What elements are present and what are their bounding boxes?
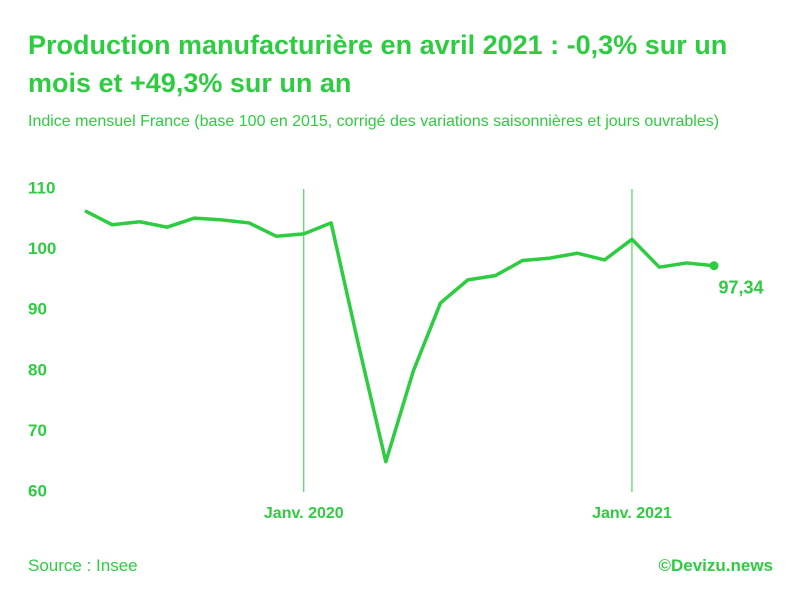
y-tick-label: 100 [28, 239, 56, 258]
x-tick-label: Janv. 2020 [264, 505, 344, 522]
line [84, 209, 715, 464]
source: Source : Insee [28, 556, 138, 575]
y-tick-label: 110 [28, 178, 55, 197]
end-dot [709, 261, 719, 271]
y-tick-label: 90 [28, 300, 47, 319]
y-tick-label: 70 [28, 421, 47, 440]
y-tick-label: 60 [28, 481, 47, 500]
x-tick-label: Janv. 2021 [592, 505, 672, 522]
y-tick-label: 80 [28, 360, 47, 379]
chart-subtitle: Indice mensuel France (base 100 en 2015,… [28, 113, 720, 130]
chart-title: Production manufacturière en avril 2021 … [28, 30, 728, 98]
value-label: 97,34 [718, 277, 763, 297]
credit: ©Devizu.news [658, 556, 773, 575]
